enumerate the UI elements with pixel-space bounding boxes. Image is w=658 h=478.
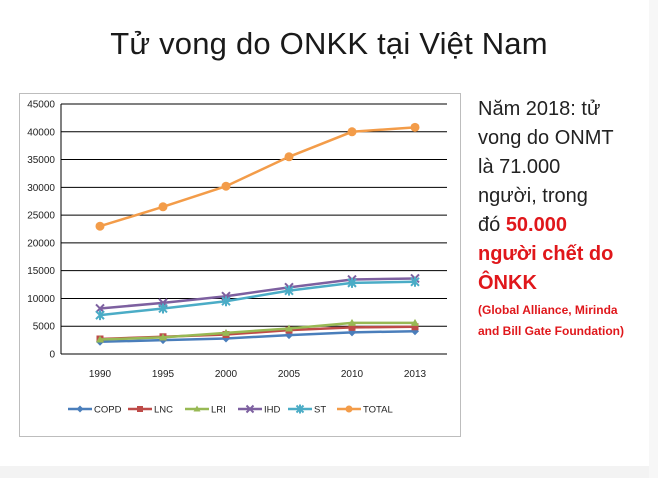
data-point-lri (285, 324, 293, 332)
y-tick-label: 35000 (27, 155, 55, 166)
data-point-total (158, 202, 168, 212)
data-point-total (347, 127, 357, 137)
side-text-line: đó 50.000 (478, 211, 658, 240)
data-point-copd (348, 328, 356, 337)
y-tick-label: 40000 (27, 127, 55, 138)
x-tick-label: 2000 (215, 369, 238, 380)
y-tick-label: 45000 (27, 100, 55, 111)
series-line-copd (99, 329, 416, 344)
side-text-block: Năm 2018: tử vong do ONMT là 71.000 ngườ… (478, 95, 658, 342)
side-text-line: Năm 2018: tử (478, 98, 601, 120)
highlight-number: 50.000 (505, 214, 567, 236)
legend-marker-total (345, 405, 353, 413)
data-point-st (95, 310, 105, 321)
data-point-total (284, 152, 294, 162)
data-point-lri (411, 318, 419, 326)
legend-label-lri: LRI (211, 405, 226, 416)
legend-label-copd: COPD (94, 405, 122, 416)
legend-marker-st (295, 404, 305, 414)
x-tick-label: 2010 (341, 369, 364, 380)
bottom-bar (0, 466, 658, 478)
y-tick-label: 0 (49, 350, 55, 361)
citation-line: (Global Alliance, Mirinda (478, 303, 618, 317)
data-point-lri (222, 328, 230, 336)
series-line-lri (99, 321, 415, 341)
y-tick-label: 10000 (27, 294, 55, 305)
data-point-st (347, 277, 357, 288)
y-tick-label: 30000 (27, 183, 55, 194)
data-point-st (284, 285, 294, 296)
legend-label-lnc: LNC (154, 405, 173, 416)
legend-label-st: ST (314, 405, 326, 416)
data-point-total (221, 181, 231, 191)
side-text-line: vong do ONMT (478, 127, 614, 149)
slide-title: Tử vong do ONKK tại Việt Nam (110, 26, 548, 61)
y-tick-label: 15000 (27, 266, 55, 277)
data-point-lri (96, 335, 104, 343)
legend-marker-lri (193, 405, 201, 412)
x-tick-label: 1995 (152, 369, 175, 380)
side-text-highlight-line: ÔNKK (478, 272, 537, 294)
legend-label-total: TOTAL (363, 405, 393, 416)
y-tick-label: 25000 (27, 211, 55, 222)
data-point-total (410, 122, 420, 132)
side-text-highlight-line: người chết do (478, 243, 614, 265)
legend-marker-lnc (137, 406, 143, 412)
y-tick-label: 5000 (33, 322, 56, 333)
x-tick-label: 2005 (278, 369, 301, 380)
data-point-st (221, 296, 231, 307)
x-tick-label: 2013 (404, 369, 427, 380)
data-point-lnc (348, 323, 356, 331)
series-line-ihd (99, 277, 416, 310)
data-point-lnc (411, 323, 419, 331)
legend-marker-ihd (245, 404, 255, 414)
side-text-prefix: đó (478, 214, 506, 236)
line-chart: 0 5000 10000 15000 20000 25000 30000 35000 40000… (19, 93, 461, 437)
data-point-st (410, 276, 420, 287)
series-line-total (99, 126, 416, 228)
right-edge (649, 0, 658, 478)
citation-line: and Bill Gate Foundation) (478, 324, 624, 338)
legend-marker-copd (76, 405, 84, 413)
legend-label-ihd: IHD (264, 405, 281, 416)
y-tick-label: 20000 (27, 238, 55, 249)
data-point-st (158, 303, 168, 314)
series-line-st (99, 280, 416, 317)
data-point-lri (348, 318, 356, 326)
x-tick-label: 1990 (89, 369, 112, 380)
side-text-line: người, trong (478, 185, 588, 207)
data-point-total (95, 221, 105, 231)
side-text-line: là 71.000 (478, 156, 561, 178)
chart-canvas: 0 5000 10000 15000 20000 25000 30000 35000 40000… (27, 100, 447, 416)
data-point-lri (159, 333, 167, 341)
